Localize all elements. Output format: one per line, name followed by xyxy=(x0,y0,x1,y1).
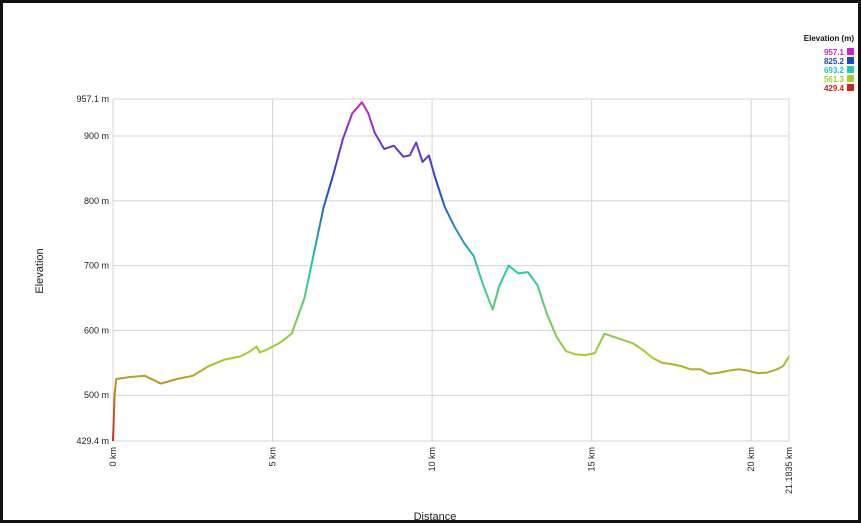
legend-swatch xyxy=(847,75,854,82)
elevation-series-line xyxy=(112,101,790,442)
legend-swatch xyxy=(847,48,854,55)
x-tick-label: 15 km xyxy=(587,447,597,472)
y-tick-label: 600 m xyxy=(84,325,109,335)
y-tick-label: 700 m xyxy=(84,261,109,271)
y-tick-label: 957.1 m xyxy=(76,94,109,104)
y-tick-label: 900 m xyxy=(84,131,109,141)
x-tick-label: 10 km xyxy=(427,447,437,472)
legend-entry-label: 957.1 xyxy=(824,48,845,57)
x-tick-label: 0 km xyxy=(108,447,118,467)
legend-swatch xyxy=(847,57,854,64)
y-tick-label: 800 m xyxy=(84,196,109,206)
y-axis-label: Elevation xyxy=(34,248,46,293)
legend-swatch xyxy=(847,84,854,91)
grid-lines xyxy=(112,98,790,442)
legend-title: Elevation (m) xyxy=(804,34,855,43)
y-tick-label: 500 m xyxy=(84,390,109,400)
x-axis-label: Distance xyxy=(414,511,457,523)
x-tick-label: 21.1835 km xyxy=(784,447,794,494)
legend-entry-label: 825.2 xyxy=(824,57,845,66)
x-tick-label: 5 km xyxy=(268,447,278,467)
x-axis-ticks: 0 km 5 km 10 km 15 km 20 km 21.1835 km xyxy=(108,447,794,494)
legend-entry-label: 429.4 xyxy=(824,84,845,93)
x-tick-label: 20 km xyxy=(746,447,756,472)
legend-swatch xyxy=(847,66,854,73)
legend-entry-label: 561.3 xyxy=(824,75,845,84)
legend-entry-label: 693.2 xyxy=(824,66,845,75)
y-axis-ticks: 429.4 m 500 m 600 m 700 m 800 m 900 m 957.1 m xyxy=(76,94,109,446)
y-tick-label: 429.4 m xyxy=(76,436,109,446)
